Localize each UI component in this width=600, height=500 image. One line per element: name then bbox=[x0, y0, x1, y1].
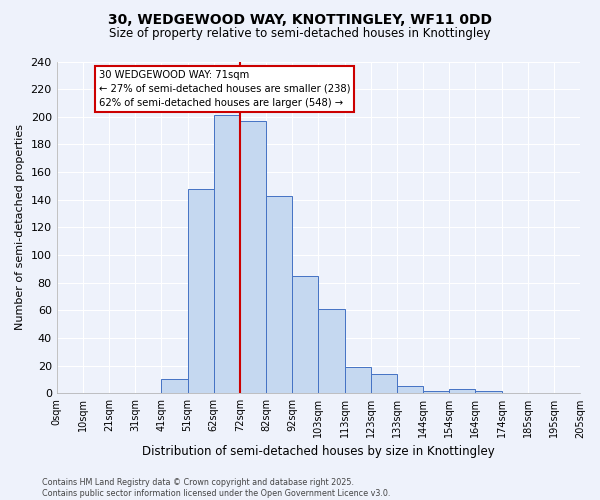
Bar bbox=[319, 309, 344, 394]
Bar bbox=[161, 380, 187, 394]
Bar bbox=[214, 116, 240, 394]
Bar bbox=[449, 389, 475, 394]
Bar bbox=[240, 121, 266, 394]
Text: 30 WEDGEWOOD WAY: 71sqm
← 27% of semi-detached houses are smaller (238)
62% of s: 30 WEDGEWOOD WAY: 71sqm ← 27% of semi-de… bbox=[98, 70, 350, 108]
Bar bbox=[266, 196, 292, 394]
Y-axis label: Number of semi-detached properties: Number of semi-detached properties bbox=[15, 124, 25, 330]
Bar bbox=[371, 374, 397, 394]
Text: 30, WEDGEWOOD WAY, KNOTTINGLEY, WF11 0DD: 30, WEDGEWOOD WAY, KNOTTINGLEY, WF11 0DD bbox=[108, 12, 492, 26]
Bar bbox=[344, 367, 371, 394]
Text: Contains HM Land Registry data © Crown copyright and database right 2025.
Contai: Contains HM Land Registry data © Crown c… bbox=[42, 478, 391, 498]
Text: Size of property relative to semi-detached houses in Knottingley: Size of property relative to semi-detach… bbox=[109, 28, 491, 40]
Bar bbox=[187, 188, 214, 394]
Bar bbox=[292, 276, 319, 394]
X-axis label: Distribution of semi-detached houses by size in Knottingley: Distribution of semi-detached houses by … bbox=[142, 444, 495, 458]
Bar bbox=[397, 386, 423, 394]
Bar bbox=[475, 390, 502, 394]
Bar bbox=[423, 390, 449, 394]
